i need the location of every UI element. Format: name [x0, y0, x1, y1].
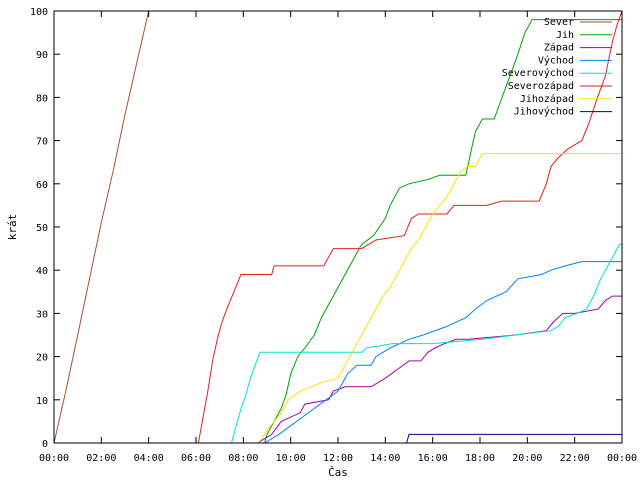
- x-tick-label: 22:00: [560, 453, 590, 464]
- x-tick-label: 14:00: [370, 453, 400, 464]
- y-tick-label: 20: [36, 353, 48, 364]
- x-tick-label: 08:00: [228, 453, 258, 464]
- series-lines: [54, 11, 622, 443]
- y-tick-label: 80: [36, 93, 48, 104]
- y-tick-label: 90: [36, 50, 48, 61]
- series-line: [197, 11, 622, 443]
- y-tick-label: 70: [36, 137, 48, 148]
- x-tick-label: 00:00: [607, 453, 637, 464]
- series-line: [406, 433, 622, 443]
- legend-label: Jihozápad: [520, 93, 574, 105]
- x-tick-label: 18:00: [465, 453, 495, 464]
- x-tick-label: 02:00: [86, 453, 116, 464]
- x-tick-label: 04:00: [134, 453, 164, 464]
- y-tick-label: 40: [36, 266, 48, 277]
- series-line: [257, 295, 622, 443]
- series-line: [54, 11, 150, 443]
- legend-label: Jihovýchod: [514, 106, 574, 118]
- x-axis-label: Čas: [328, 466, 348, 479]
- y-tick-label: 30: [36, 309, 48, 320]
- x-tick-label: 20:00: [512, 453, 542, 464]
- x-tick-label: 16:00: [418, 453, 448, 464]
- y-axis-ticks: 0 10 20 30 40 50 60 70 80 90 100: [30, 7, 622, 450]
- y-tick-label: 10: [36, 396, 48, 407]
- legend: Sever JihZápadVýchodSeverovýchodSeverozáp…: [502, 17, 612, 118]
- legend-label: Východ: [538, 54, 574, 66]
- x-tick-label: 12:00: [323, 453, 353, 464]
- series-line: [264, 19, 622, 443]
- y-axis-label: krát: [6, 214, 19, 241]
- legend-label: Severozápad: [508, 80, 574, 92]
- series-line: [264, 261, 622, 443]
- y-tick-label: 0: [42, 439, 48, 450]
- series-line: [257, 153, 622, 443]
- legend-label: Jih: [556, 30, 574, 41]
- legend-label: Severovýchod: [502, 67, 574, 79]
- x-tick-label: 00:00: [39, 453, 69, 464]
- y-tick-label: 100: [30, 7, 48, 18]
- y-tick-label: 60: [36, 180, 48, 191]
- legend-label: Sever: [544, 17, 574, 28]
- y-tick-label: 50: [36, 223, 48, 234]
- legend-label: Západ: [544, 42, 574, 54]
- x-tick-label: 06:00: [181, 453, 211, 464]
- series-line: [231, 243, 622, 443]
- x-tick-label: 10:00: [276, 453, 306, 464]
- x-axis-ticks: 00:00 02:00 04:00 06:00 08:00 10:00 12:00 14:00…: [39, 11, 637, 464]
